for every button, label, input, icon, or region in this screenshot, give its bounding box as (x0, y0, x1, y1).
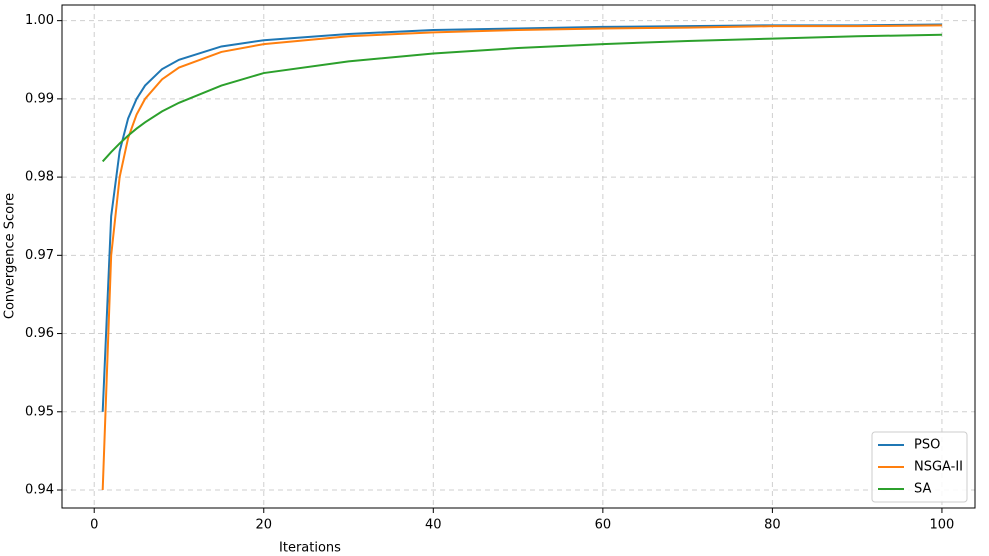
y-tick-label: 0.99 (25, 91, 54, 106)
legend-label: NSGA-II (914, 460, 963, 475)
x-tick-label: 40 (425, 518, 442, 533)
series-line (101, 23, 942, 412)
plot-frame (61, 4, 976, 509)
legend: PSO NSGA-II SA (871, 431, 968, 503)
series-line (101, 33, 942, 163)
legend-box (871, 431, 968, 503)
legend-label: PSO (914, 438, 940, 453)
y-tick-label: 0.98 (25, 170, 54, 185)
x-tick-label: 60 (595, 518, 612, 533)
y-tick-label: 0.96 (25, 326, 54, 341)
y-tick-label: 0.94 (25, 483, 54, 498)
y-tick-label: 0.95 (25, 404, 54, 419)
y-axis-label: Convergence Score (3, 193, 18, 319)
x-axis-label: Iterations (279, 541, 341, 556)
y-tick-label: 1.00 (25, 13, 54, 28)
x-tick-label: 80 (764, 518, 781, 533)
y-tick-label: 0.97 (25, 248, 54, 263)
legend-label: SA (914, 482, 931, 497)
x-tick-label: 20 (255, 518, 272, 533)
x-tick-label: 100 (930, 518, 955, 533)
series-line (101, 24, 942, 491)
x-tick-label: 0 (90, 518, 98, 533)
